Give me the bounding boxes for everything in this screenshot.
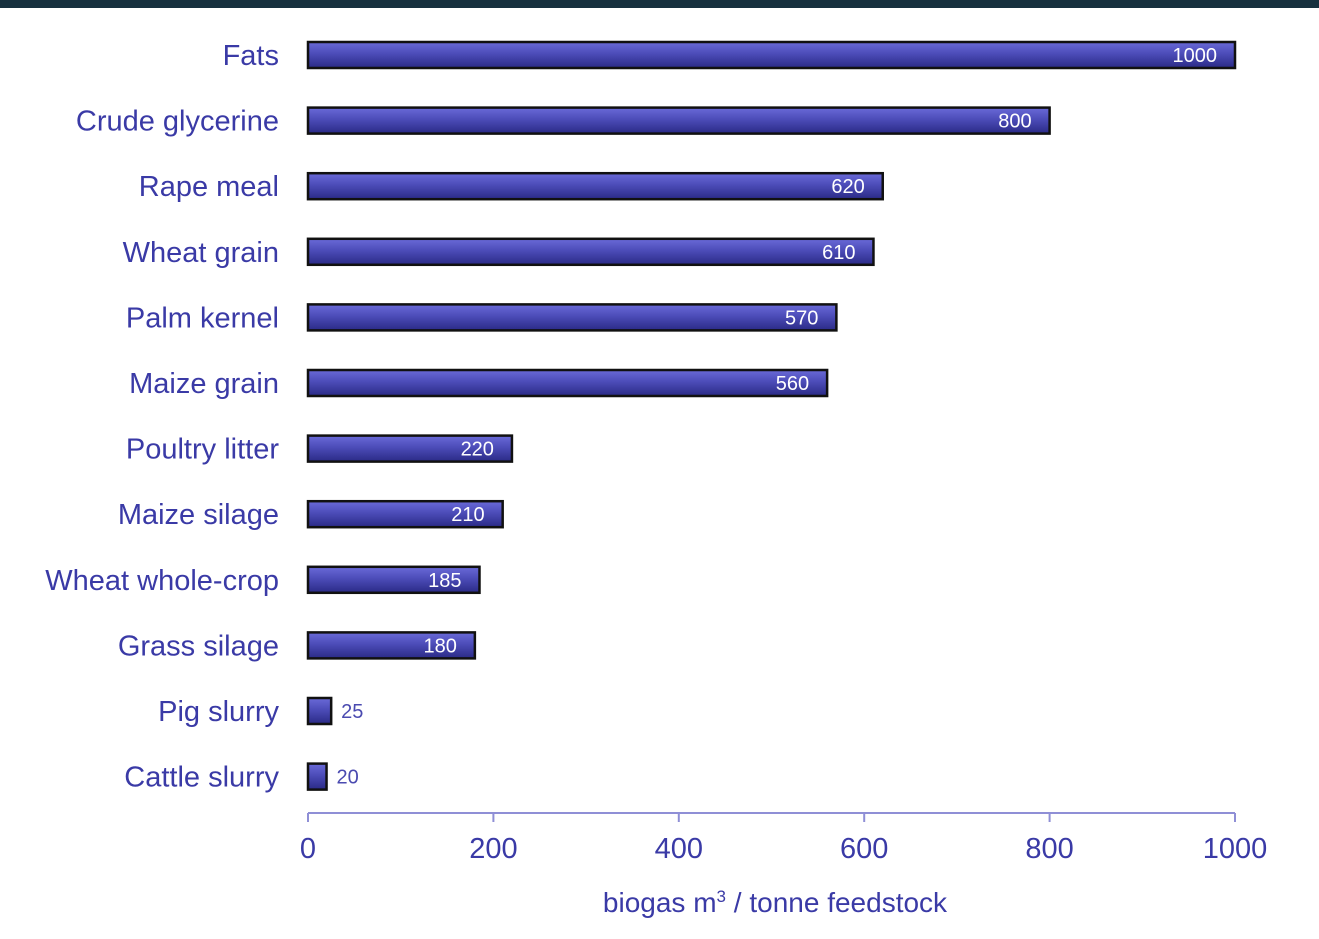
data-label-pig-slurry: 25 [341,701,363,723]
x-axis: 0 200 400 600 800 1000 [300,812,1268,865]
category-label-grass-silage: Grass silage [118,630,279,662]
data-label-crude-glycerine: 800 [998,111,1031,133]
bar-maize-silage [306,499,504,529]
bar-wheat-grain [306,237,875,267]
x-axis-title-main: biogas m [603,887,717,918]
data-label-rape-meal: 620 [831,176,864,198]
x-axis-title: biogas m3 / tonne feedstock [603,887,948,918]
data-label-grass-silage: 180 [423,635,456,657]
data-label-wheat-grain: 610 [822,242,855,264]
category-label-wheat-grain: Wheat grain [123,237,279,269]
bar-fats [306,40,1237,70]
x-tick-label-0: 0 [300,833,316,865]
bar-cattle-slurry [306,762,328,791]
bar-pig-slurry [306,696,333,726]
bars-layer: 1000 800 620 610 570 560 220 210 185 180 25 20 [306,40,1237,791]
category-label-maize-grain: Maize grain [129,368,279,400]
x-tick-label-400: 400 [655,833,703,865]
x-tick-label-1000: 1000 [1203,833,1268,865]
x-axis-title-rest: / tonne feedstock [726,887,948,918]
category-label-wheat-whole-crop: Wheat whole-crop [45,565,279,597]
category-labels: Fats Crude glycerine Rape meal Wheat grain P… [45,40,279,794]
bar-maize-grain [306,368,829,398]
data-label-wheat-whole-crop: 185 [428,570,461,592]
bar-grass-silage [306,631,477,660]
category-label-cattle-slurry: Cattle slurry [124,762,279,794]
data-label-cattle-slurry: 20 [337,767,359,789]
x-tick-label-600: 600 [840,833,888,865]
x-axis-title-superscript: 3 [717,887,726,906]
category-label-poultry-litter: Poultry litter [126,434,279,466]
x-tick-label-800: 800 [1025,833,1073,865]
category-label-maize-silage: Maize silage [118,499,279,531]
category-label-pig-slurry: Pig slurry [158,696,279,728]
bar-crude-glycerine [306,106,1051,135]
top-band [0,0,1319,8]
data-label-palm-kernel: 570 [785,307,818,329]
data-label-fats: 1000 [1173,45,1218,67]
category-label-fats: Fats [223,40,279,72]
data-label-maize-grain: 560 [776,373,809,395]
x-tick-label-200: 200 [469,833,517,865]
category-label-rape-meal: Rape meal [139,171,279,203]
category-label-crude-glycerine: Crude glycerine [76,106,279,138]
bar-rape-meal [306,171,884,201]
bar-poultry-litter [306,434,514,463]
bar-wheat-whole-crop [306,565,481,595]
data-label-maize-silage: 210 [451,504,484,526]
bar-palm-kernel [306,303,838,332]
category-label-palm-kernel: Palm kernel [126,302,279,334]
data-label-poultry-litter: 220 [461,439,494,461]
